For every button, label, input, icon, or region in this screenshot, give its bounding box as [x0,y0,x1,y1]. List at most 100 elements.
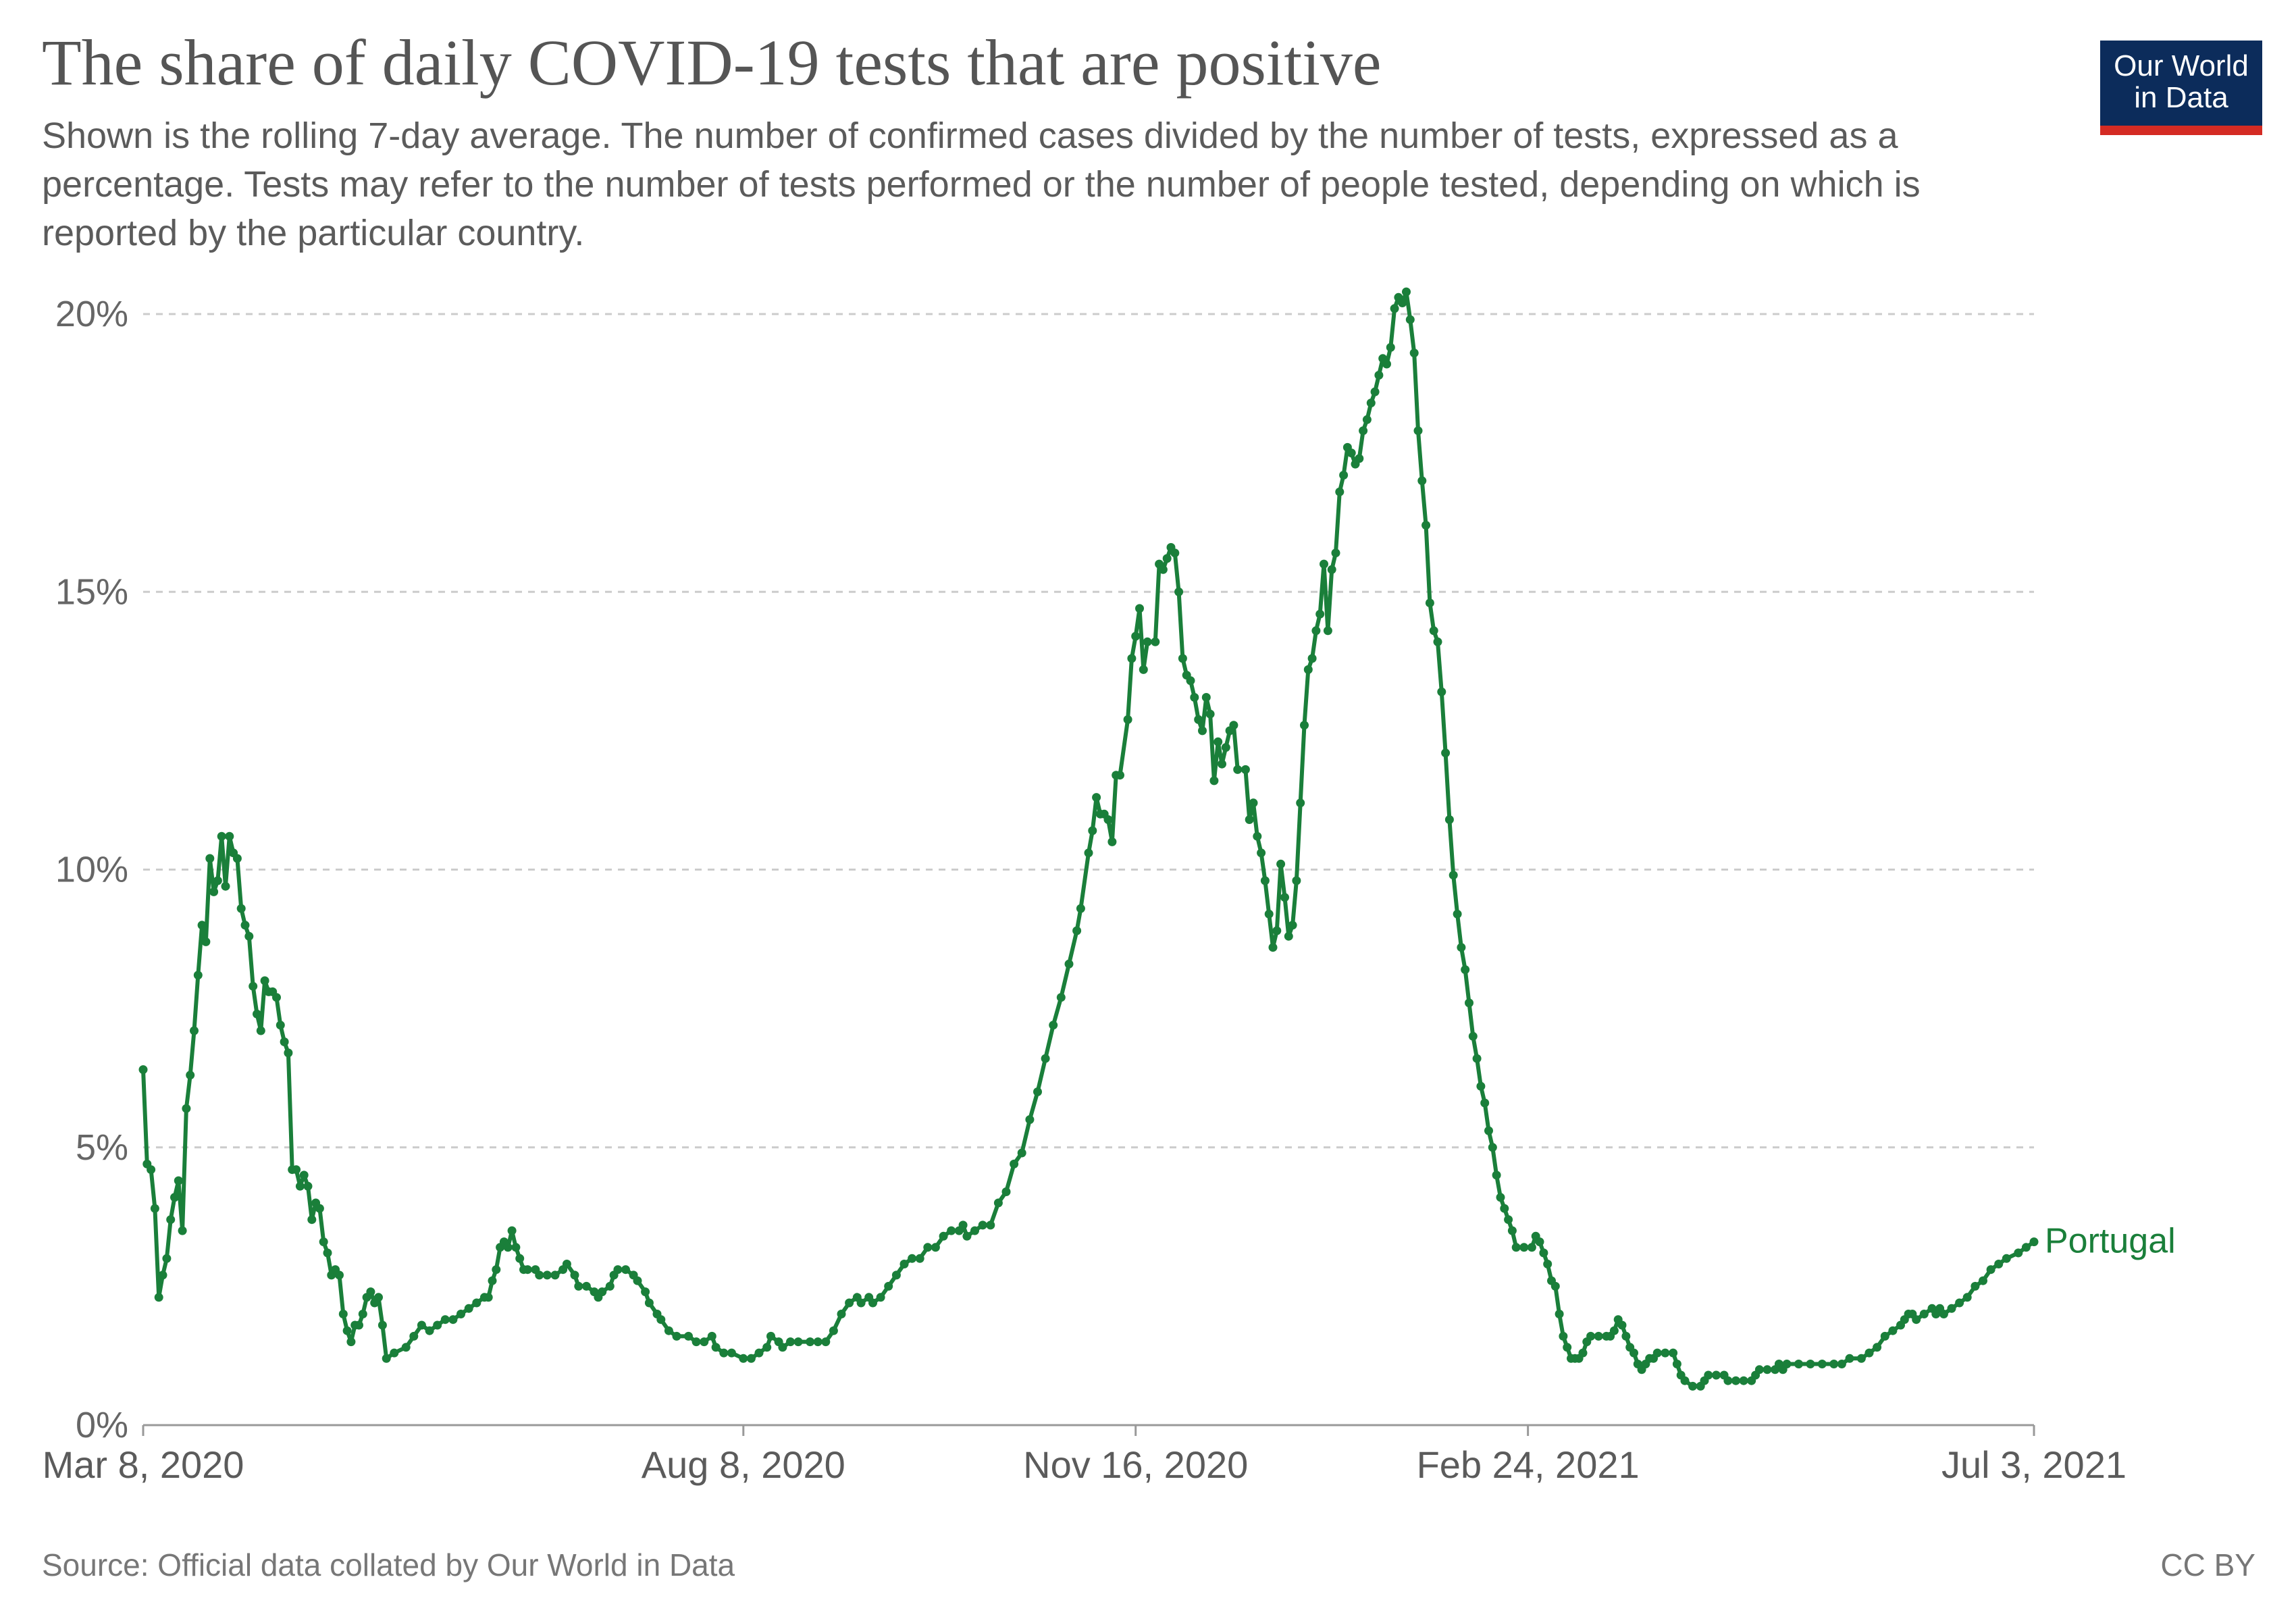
data-point[interactable] [962,1231,972,1241]
license-link[interactable]: CC BY [2160,1547,2255,1583]
data-point[interactable] [1739,1376,1748,1385]
data-point[interactable] [1413,426,1423,436]
data-point[interactable] [1276,859,1286,869]
data-point[interactable] [401,1343,411,1352]
data-point[interactable] [1845,1354,1854,1363]
data-point[interactable] [1296,798,1305,808]
data-point[interactable] [213,876,222,885]
data-point[interactable] [1320,559,1328,569]
data-point[interactable] [970,1226,979,1235]
data-point[interactable] [366,1287,375,1297]
data-point[interactable] [1339,471,1349,480]
data-point[interactable] [605,1281,615,1291]
data-point[interactable] [1139,665,1148,674]
data-point[interactable] [1382,359,1391,369]
data-point[interactable] [829,1326,838,1335]
data-point[interactable] [644,1298,654,1308]
data-point[interactable] [358,1310,367,1318]
data-point[interactable] [1652,1348,1662,1358]
data-point[interactable] [1986,1265,1995,1275]
data-point[interactable] [1578,1348,1588,1358]
data-point[interactable] [492,1265,501,1275]
data-point[interactable] [154,1293,163,1302]
data-point[interactable] [1754,1365,1764,1374]
data-point[interactable] [1280,893,1289,902]
data-point[interactable] [1151,637,1160,646]
data-point[interactable] [1398,299,1407,307]
data-point[interactable] [1205,709,1215,719]
data-point[interactable] [1245,815,1254,824]
data-point[interactable] [1162,554,1172,563]
data-point[interactable] [1257,848,1266,858]
data-point[interactable] [1829,1360,1839,1368]
data-point[interactable] [1504,1215,1513,1225]
data-point[interactable] [1209,776,1219,786]
data-point[interactable] [1233,765,1243,774]
data-point[interactable] [1229,721,1238,730]
data-point[interactable] [1971,1281,1980,1291]
data-point[interactable] [1782,1360,1792,1368]
data-point[interactable] [1300,721,1309,730]
data-point[interactable] [1359,426,1368,436]
data-point[interactable] [417,1320,426,1330]
data-point[interactable] [1500,1204,1509,1213]
data-point[interactable] [1621,1331,1631,1341]
data-point[interactable] [1763,1365,1772,1374]
data-point[interactable] [335,1270,344,1280]
series-line-portugal[interactable] [141,290,2035,1389]
data-point[interactable] [1519,1243,1529,1252]
data-point[interactable] [1347,448,1356,458]
data-point[interactable] [1409,349,1419,358]
data-point[interactable] [1468,1031,1478,1041]
data-point[interactable] [150,1204,159,1213]
data-point[interactable] [908,1254,917,1263]
data-point[interactable] [1856,1354,1866,1363]
data-point[interactable] [280,1037,289,1046]
data-point[interactable] [1335,487,1345,496]
data-point[interactable] [1143,637,1152,646]
data-point[interactable] [1527,1243,1536,1252]
data-point[interactable] [1955,1298,1964,1308]
data-point[interactable] [507,1226,517,1235]
data-point[interactable] [1178,654,1187,663]
data-point[interactable] [377,1320,387,1330]
data-point[interactable] [1864,1348,1874,1358]
data-point[interactable] [1092,793,1101,802]
data-point[interactable] [856,1298,866,1308]
data-point[interactable] [138,1065,148,1075]
data-point[interactable] [719,1348,729,1358]
data-point[interactable] [1107,837,1117,846]
data-point[interactable] [1449,871,1458,880]
data-point[interactable] [891,1270,901,1280]
data-point[interactable] [1116,771,1124,780]
data-point[interactable] [1284,931,1293,941]
data-point[interactable] [1010,1159,1019,1168]
data-point[interactable] [813,1337,823,1347]
data-point[interactable] [1817,1360,1827,1368]
data-point[interactable] [448,1315,458,1324]
data-point[interactable] [1084,848,1093,858]
data-point[interactable] [1880,1331,1889,1341]
data-point[interactable] [1292,876,1301,885]
data-point[interactable] [868,1298,877,1308]
data-point[interactable] [515,1254,525,1263]
data-point[interactable] [1979,1276,1987,1285]
data-point[interactable] [1064,959,1074,969]
data-point[interactable] [1072,926,1082,935]
data-point[interactable] [845,1298,854,1308]
data-point[interactable] [1127,654,1137,663]
data-point[interactable] [1947,1304,1956,1313]
data-point[interactable] [276,1021,285,1030]
data-point[interactable] [1017,1148,1026,1158]
data-point[interactable] [1041,1054,1050,1063]
data-point[interactable] [488,1276,497,1285]
data-point[interactable] [433,1320,442,1330]
data-point[interactable] [253,1009,261,1019]
data-point[interactable] [1672,1360,1681,1368]
data-point[interactable] [1390,304,1399,313]
data-point[interactable] [1496,1193,1505,1202]
data-point[interactable] [484,1293,493,1302]
data-point[interactable] [1386,342,1395,352]
data-point[interactable] [1315,609,1325,619]
data-point[interactable] [193,971,203,980]
